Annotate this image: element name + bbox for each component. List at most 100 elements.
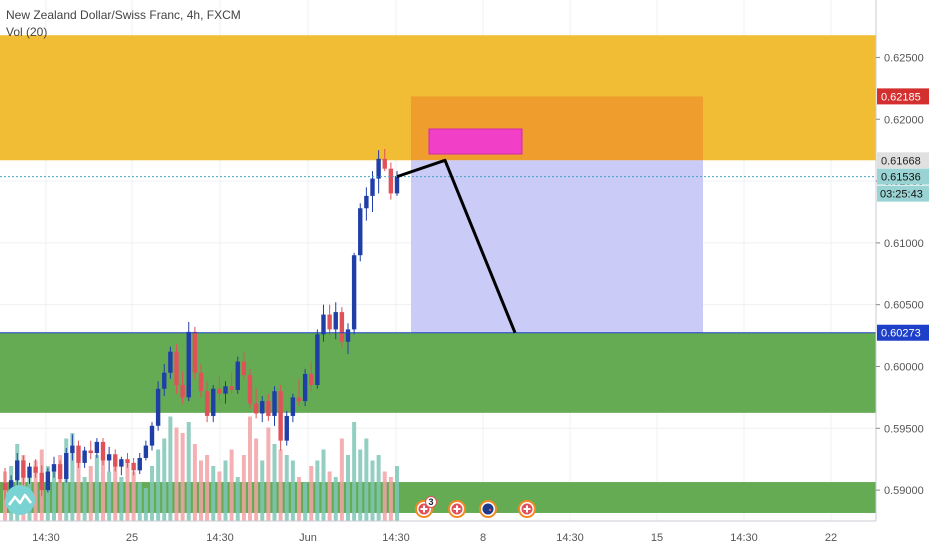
candle-body[interactable] — [211, 388, 216, 416]
candle-body[interactable] — [45, 471, 51, 491]
volume-bar — [284, 455, 289, 521]
candle-body[interactable] — [345, 329, 351, 342]
candle-body[interactable] — [321, 314, 326, 335]
candle-body[interactable] — [266, 401, 271, 416]
time-tick-label: 14:30 — [556, 532, 584, 544]
event-markers[interactable]: 3 — [5, 485, 536, 518]
volume-bar — [162, 438, 167, 521]
candle-body[interactable] — [21, 460, 26, 478]
candle-body[interactable] — [382, 158, 387, 169]
candle-body[interactable] — [339, 312, 345, 342]
candle-body[interactable] — [315, 334, 320, 386]
candle-body[interactable] — [162, 372, 167, 389]
candle-body[interactable] — [376, 158, 381, 179]
nz-flag-icon — [482, 503, 494, 515]
candle-body[interactable] — [64, 453, 69, 479]
candle-body[interactable] — [327, 314, 332, 330]
candle-body[interactable] — [33, 466, 38, 473]
candle-body[interactable] — [106, 454, 112, 461]
candle-body[interactable] — [82, 450, 87, 463]
candle-body[interactable] — [88, 450, 93, 454]
candle-body[interactable] — [100, 441, 106, 461]
candle-body[interactable] — [198, 372, 204, 392]
volume-bar — [395, 466, 399, 521]
price-tag[interactable] — [877, 152, 929, 169]
cross-icon — [523, 508, 531, 510]
candle-body[interactable] — [174, 351, 179, 386]
short-position-tool[interactable] — [411, 96, 703, 333]
candle-body[interactable] — [155, 388, 161, 426]
candle-body[interactable] — [8, 480, 14, 491]
candle-body[interactable] — [229, 386, 234, 390]
candle-body[interactable] — [57, 464, 63, 479]
candle-body[interactable] — [119, 459, 124, 467]
volume-bar — [82, 477, 87, 521]
drawings[interactable] — [0, 158, 876, 334]
candle-body[interactable] — [235, 361, 240, 390]
candle-body[interactable] — [223, 386, 228, 394]
candle-body[interactable] — [253, 403, 259, 414]
candle-body[interactable] — [358, 208, 363, 256]
candle-body[interactable] — [27, 466, 32, 478]
candle-body[interactable] — [284, 415, 289, 441]
candle-body[interactable] — [70, 445, 75, 454]
candle-body[interactable] — [351, 255, 357, 330]
candle-body[interactable] — [278, 391, 283, 441]
candle-body[interactable] — [76, 445, 81, 463]
price-tick-label: 0.62000 — [884, 114, 924, 126]
candle-body[interactable] — [241, 361, 247, 376]
candle-body[interactable] — [168, 351, 173, 373]
candle-body[interactable] — [247, 375, 253, 404]
projection-line[interactable] — [396, 158, 517, 334]
candle-body[interactable] — [137, 457, 142, 471]
candle-body[interactable] — [333, 312, 338, 330]
candle-body[interactable] — [15, 460, 20, 481]
candles[interactable] — [2, 148, 400, 500]
volume-bar — [113, 466, 118, 521]
price-tag[interactable] — [877, 88, 929, 105]
candle-body[interactable] — [260, 401, 265, 414]
candle-body[interactable] — [149, 425, 155, 446]
price-tag[interactable] — [877, 168, 929, 185]
candle-body[interactable] — [394, 176, 400, 194]
volume-bar — [156, 449, 161, 521]
candle-body[interactable] — [143, 445, 149, 458]
candle-body[interactable] — [290, 397, 296, 416]
candle-body[interactable] — [217, 388, 222, 394]
symbol-legend[interactable]: New Zealand Dollar/Swiss Franc, 4h, FXCM — [6, 8, 241, 22]
candle-body[interactable] — [186, 331, 191, 398]
candle-body[interactable] — [364, 195, 369, 209]
price-tag[interactable] — [877, 324, 929, 341]
candle-body[interactable] — [125, 459, 130, 463]
highlight-box[interactable] — [428, 128, 523, 155]
candle-body[interactable] — [388, 168, 394, 194]
candle-body[interactable] — [113, 454, 118, 467]
volume-bar — [94, 455, 99, 521]
candle-body[interactable] — [204, 391, 210, 416]
volume-bar — [260, 460, 265, 521]
volume-legend[interactable]: Vol (20) — [6, 25, 48, 39]
volume-bar — [339, 438, 344, 521]
candle-body[interactable] — [94, 441, 100, 454]
candle-body[interactable] — [302, 373, 308, 402]
candle-body[interactable] — [296, 397, 302, 402]
candle-body[interactable] — [2, 482, 8, 491]
candle-body[interactable] — [370, 178, 375, 196]
volume-bar — [358, 449, 363, 521]
candle-body[interactable] — [131, 462, 136, 471]
volume-bar — [76, 460, 81, 521]
candle-body[interactable] — [309, 373, 314, 386]
volume-bar — [125, 460, 130, 521]
candle-body[interactable] — [192, 331, 198, 373]
volume-bar — [321, 449, 326, 521]
candle-body[interactable] — [272, 391, 277, 416]
candle-body[interactable] — [180, 385, 185, 398]
volume-bar — [346, 455, 350, 521]
take-profit-area[interactable] — [411, 160, 703, 333]
candle-body[interactable] — [39, 472, 44, 491]
volume-bar — [52, 471, 56, 521]
candle-body[interactable] — [51, 464, 57, 472]
